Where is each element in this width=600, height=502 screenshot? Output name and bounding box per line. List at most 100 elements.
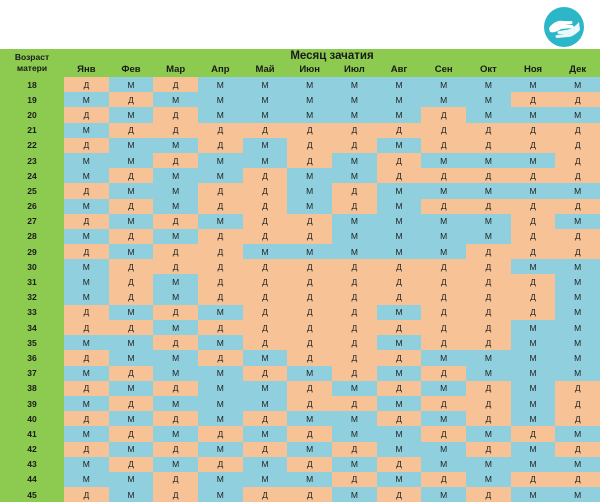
boy-cell: М [242,456,288,472]
month-header: Дек [569,64,587,75]
boy-cell: М [108,304,154,320]
girl-cell: Д [510,198,556,214]
girl-cell: Д [108,365,154,381]
boy-cell: М [555,289,600,305]
boy-cell: М [153,168,199,184]
girl-cell: Д [555,92,600,108]
month-header: Июл [343,64,365,75]
mother-age-cell: 26 [0,198,64,214]
girl-cell: Д [555,471,600,488]
table-row: 43 М Д М Д М Д М Д М М М М [0,456,600,472]
boy-cell: М [198,487,243,502]
age-column-header: Возраст матери [0,49,64,77]
boy-cell: М [198,441,243,457]
boy-cell: М [466,350,511,366]
table-row: 40 Д М Д М Д М М Д М Д М Д [0,411,600,427]
table-row: 18 Д М Д М М М М М М М М М [0,77,600,93]
mother-age-cell: 44 [0,471,64,488]
girl-cell: Д [108,122,154,138]
mother-age-cell: 27 [0,213,64,229]
boy-cell: М [421,183,467,199]
girl-cell: Д [466,122,511,138]
boy-cell: М [510,183,556,199]
boy-cell: М [242,92,288,108]
girl-cell: Д [376,289,422,305]
boy-cell: М [242,380,288,396]
girl-cell: Д [64,350,109,366]
girl-cell: Д [376,168,422,184]
girl-cell: Д [64,183,109,199]
boy-cell: М [376,228,422,245]
boy-cell: М [108,183,154,199]
boy-cell: М [376,107,422,123]
girl-cell: Д [108,426,154,442]
boy-cell: М [198,77,243,93]
month-header: Окт [479,64,497,75]
girl-cell: Д [332,335,377,351]
girl-cell: Д [64,244,109,260]
boy-cell: М [242,137,288,153]
girl-cell: Д [153,244,199,260]
girl-cell: Д [466,274,511,290]
girl-cell: Д [153,441,199,457]
boy-cell: М [510,395,556,412]
girl-cell: Д [332,198,377,214]
boy-cell: М [555,426,600,442]
boy-cell: М [332,77,377,93]
boy-cell: М [242,426,288,442]
boy-cell: М [332,244,377,260]
boy-cell: М [376,198,422,214]
girl-cell: Д [108,259,154,275]
boy-cell: М [466,365,511,381]
girl-cell: Д [376,259,422,275]
girl-cell: Д [555,380,600,396]
girl-cell: Д [421,289,467,305]
boy-cell: М [510,456,556,472]
girl-cell: Д [555,137,600,153]
boy-cell: М [332,213,377,229]
table-row: 26 М Д М Д Д М Д М Д Д Д Д [0,198,600,214]
boy-cell: М [64,274,109,290]
conception-table: Возраст матери Месяц зачатия Янв Фев Мар Ап… [0,49,600,502]
girl-cell: Д [555,244,600,260]
boy-cell: М [555,77,600,93]
boy-cell: М [555,259,600,275]
table-row: 38 Д М Д М М Д М Д М Д М Д [0,380,600,396]
boy-cell: М [332,92,377,108]
boy-cell: М [64,122,109,138]
girl-cell: Д [510,244,556,260]
girl-cell: Д [376,152,422,169]
boy-cell: М [466,77,511,93]
age-header-line1: Возраст [14,52,50,62]
boy-cell: М [108,213,154,229]
boy-cell: М [64,168,109,184]
girl-cell: Д [198,456,243,472]
boy-cell: М [555,183,600,199]
boy-cell: М [153,289,199,305]
girl-cell: Д [242,487,288,502]
boy-cell: М [332,487,377,502]
mother-age-cell: 33 [0,304,64,320]
girl-cell: Д [153,411,199,427]
boy-cell: М [108,471,154,488]
boy-cell: М [287,244,333,260]
boy-cell: М [64,335,109,351]
month-header: Авг [390,64,408,75]
girl-cell: Д [376,122,422,138]
boy-cell: М [287,411,333,427]
boy-cell: М [287,198,333,214]
boy-cell: М [510,487,556,502]
girl-cell: Д [242,365,288,381]
girl-cell: Д [555,152,600,169]
boy-cell: М [510,380,556,396]
boy-cell: М [466,183,511,199]
girl-cell: Д [153,487,199,502]
girl-cell: Д [287,350,333,366]
girl-cell: Д [153,304,199,320]
boy-cell: М [376,77,422,93]
boy-cell: М [510,411,556,427]
girl-cell: Д [64,213,109,229]
girl-cell: Д [242,168,288,184]
girl-cell: Д [332,137,377,153]
girl-cell: Д [510,304,556,320]
